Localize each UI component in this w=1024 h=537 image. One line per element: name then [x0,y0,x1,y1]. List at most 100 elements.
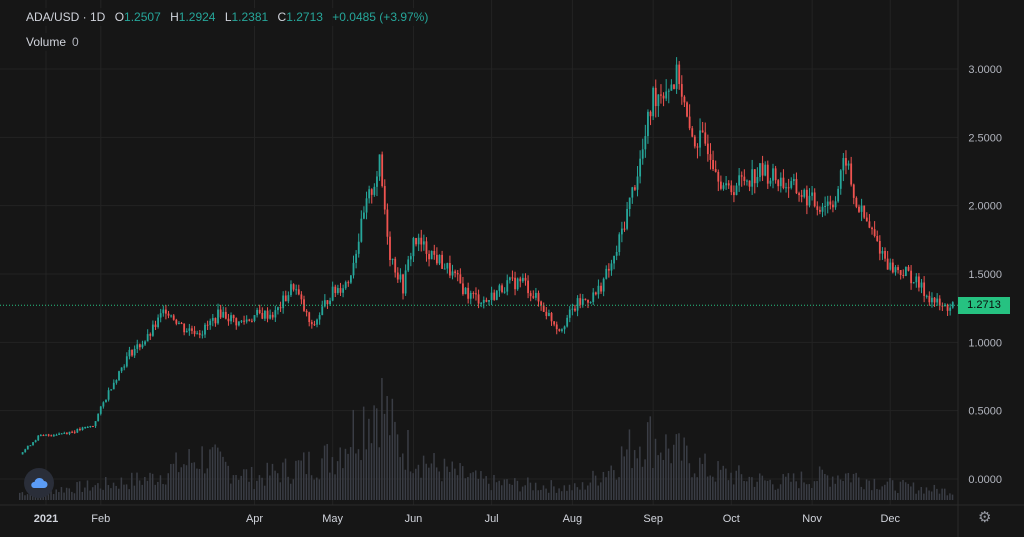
candle-body [730,185,733,193]
volume-bar [141,484,143,500]
candle-body [105,399,107,403]
volume-bar [409,471,412,500]
volume-bar [527,477,529,500]
candle-body [633,187,636,190]
volume-bar [878,489,881,500]
candle-body [714,169,717,172]
candle-body [141,344,144,348]
volume-bar [131,472,133,500]
volume-bar [547,492,550,500]
candle-body [185,330,188,333]
volume-bar [899,481,902,500]
candle-body [899,270,902,275]
volume-bar [214,444,216,500]
volume-bar [339,447,341,500]
volume-bar [86,480,89,500]
candle-body [534,292,537,298]
volume-bar [532,490,534,500]
volume-bar [672,444,675,500]
gear-icon[interactable]: ⚙ [978,509,992,526]
candle-body [360,218,363,242]
volume-bar [224,461,227,500]
candle-body [50,435,53,437]
volume-label[interactable]: Volume [26,35,67,49]
volume-bar [498,480,500,500]
candle-body [336,288,339,293]
volume-bar [256,480,258,500]
legend-high-label: H [170,10,179,24]
candle-body [751,169,754,187]
candle-body [446,263,449,269]
volume-bar [605,477,607,500]
volume-bar [107,485,110,500]
candle-body [297,289,300,295]
candle-body [136,344,139,349]
candle-body [422,241,425,245]
volume-bar [751,477,753,500]
candle-body [214,317,217,324]
candle-body [613,255,615,264]
candle-body [545,311,548,316]
candle-body [493,292,496,300]
volume-bar [201,446,203,500]
volume-bar [936,488,938,500]
candle-body [381,154,384,187]
volume-bar [930,491,933,500]
candle-body [79,428,81,430]
tradingview-cloud-icon[interactable] [24,468,54,498]
candle-body [719,181,722,189]
volume-bar [589,482,592,500]
volume-bar [534,482,537,500]
volume-bar [240,475,242,500]
volume-bar [490,490,493,500]
volume-bar [902,479,904,500]
candle-body [686,102,688,117]
volume-bar [576,487,579,500]
volume-bar [461,466,464,500]
legend-symbol[interactable]: ADA/USD · 1D [26,10,106,24]
candle-body [558,329,561,331]
candle-body [430,250,433,260]
volume-bar [860,486,863,500]
volume-bar [675,434,678,500]
volume-bar [607,470,610,500]
volume-bar [657,455,659,500]
volume-bar [118,488,120,500]
volume-bar [136,472,138,500]
candle-body [482,299,485,303]
volume-bar [310,475,313,500]
volume-bar [704,453,706,500]
candle-body [404,270,407,294]
volume-bar [422,455,425,500]
candle-body [782,177,785,188]
candle-body [865,217,868,222]
volume-bar [435,467,438,500]
candle-body [399,274,402,280]
candle-body [774,168,777,181]
volume-bar [748,476,751,500]
candle-body [433,250,436,255]
volume-bar [795,481,797,500]
volume-bar [266,462,269,500]
candle-body [464,287,467,295]
volume-bar [555,492,558,500]
candle-body [779,177,782,187]
volume-bar [881,486,883,500]
candle-body [89,426,92,428]
volume-bar [55,489,57,500]
candle-body [240,320,243,322]
volume-bar [149,472,151,500]
volume-bar [193,462,196,500]
volume-bar [706,476,709,500]
volume-bar [373,405,375,500]
volume-bar [329,472,331,500]
candle-body [933,297,936,303]
volume-bar [811,488,813,500]
candle-body [209,320,212,326]
candle-body [845,158,847,166]
candle-body [662,95,665,99]
candle-body [120,367,123,372]
volume-bar [722,465,724,500]
volume-bar [68,488,71,500]
